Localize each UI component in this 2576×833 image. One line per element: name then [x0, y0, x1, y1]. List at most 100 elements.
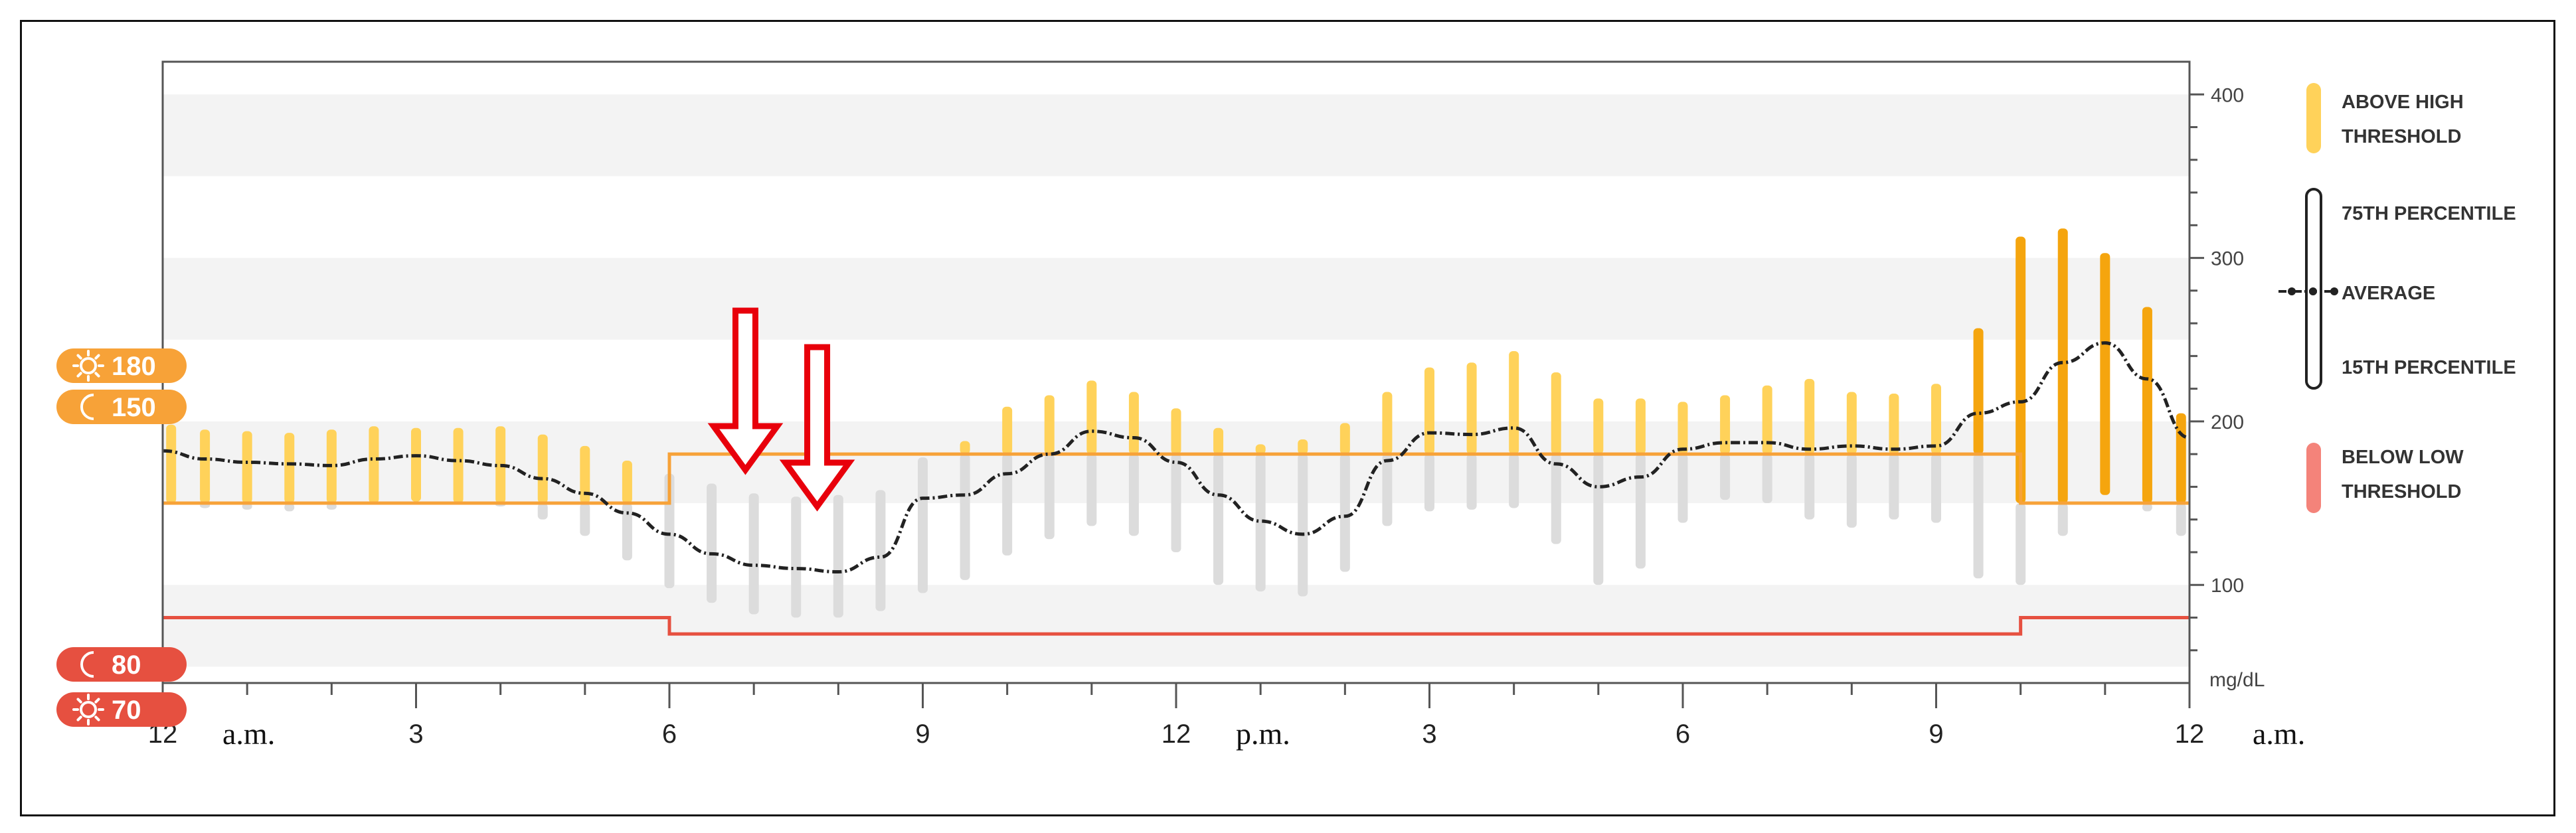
- bar-above-high: [1466, 362, 1477, 455]
- bar-above-high: [1171, 408, 1181, 455]
- bar-in-range: [1128, 454, 1139, 536]
- y-tick-label: 100: [2211, 575, 2244, 597]
- bar-in-range: [1551, 454, 1561, 544]
- bar-above-high: [2016, 236, 2026, 504]
- bar-in-range: [1635, 454, 1646, 569]
- bar-in-range: [1424, 454, 1434, 512]
- threshold-badge: 150: [56, 390, 187, 424]
- bar-in-range: [1382, 454, 1393, 526]
- bar-in-range: [2057, 503, 2068, 536]
- bar-above-high: [1889, 394, 1899, 455]
- bar-above-high: [2100, 253, 2110, 495]
- legend-average-dot: [2330, 287, 2338, 295]
- bar-in-range: [1973, 454, 1984, 579]
- bar-in-range: [284, 503, 295, 512]
- bar-in-range: [1044, 454, 1055, 540]
- bar-in-range: [748, 493, 759, 615]
- bar-above-high: [411, 427, 421, 502]
- arrow-down-icon: [707, 307, 784, 475]
- bar-in-range: [960, 454, 970, 580]
- sun-icon: [72, 350, 104, 382]
- arrow-down-icon: [779, 344, 855, 512]
- bar-above-high: [622, 461, 632, 504]
- bar-above-high: [1128, 392, 1139, 455]
- band: [163, 258, 2190, 340]
- bar-above-high: [1635, 398, 1646, 455]
- badge-value: 180: [112, 352, 156, 381]
- bar-in-range: [1171, 454, 1181, 552]
- bar-above-high: [960, 441, 970, 455]
- legend: ABOVE HIGH THRESHOLD 75TH PERCENTILE AVERAG…: [2278, 83, 2516, 513]
- moon-icon: [80, 394, 94, 420]
- bar-in-range: [1002, 454, 1013, 556]
- sun-icon: [72, 694, 104, 725]
- bar-in-range: [1086, 454, 1097, 526]
- bar-in-range: [1846, 454, 1857, 528]
- x-tick-label: 6: [1675, 719, 1690, 749]
- bar-in-range: [537, 503, 548, 520]
- bar-above-high: [200, 429, 211, 504]
- bar-above-high: [242, 431, 252, 504]
- legend-below-low-label: BELOW LOW THRESHOLD: [2342, 447, 2464, 502]
- x-tick-label: 12: [1161, 719, 1191, 749]
- bar-above-high: [1846, 392, 1857, 455]
- bar-in-range: [1593, 454, 1604, 585]
- bar-in-range: [875, 490, 886, 611]
- bar-above-high: [166, 424, 177, 504]
- x-tick-label: 6: [662, 719, 677, 749]
- bar-in-range: [833, 494, 843, 618]
- bar-in-range: [622, 503, 632, 561]
- bar-in-range: [707, 483, 717, 603]
- band: [163, 585, 2190, 667]
- threshold-badge: 70: [56, 692, 187, 727]
- legend-swatch-above-high: [2306, 83, 2321, 153]
- bar-in-range: [1339, 454, 1350, 572]
- x-tick-label: 9: [1929, 719, 1943, 749]
- badge-pill: [56, 647, 187, 682]
- badge-pill: [56, 348, 187, 383]
- threshold-lines: [163, 452, 2190, 636]
- y-tick-label: 400: [2211, 84, 2244, 106]
- high-threshold-line: [163, 452, 2190, 505]
- bar-above-high: [1339, 423, 1350, 455]
- y-tick-label: 300: [2211, 248, 2244, 270]
- bar-in-range: [2176, 503, 2186, 536]
- bar-in-range: [791, 496, 802, 618]
- bar-in-range: [918, 457, 928, 593]
- legend-average-dot: [2309, 287, 2317, 295]
- bar-above-high: [2057, 228, 2068, 504]
- bar-above-high: [1298, 439, 1308, 455]
- bar-in-range: [580, 503, 590, 536]
- x-tick-label: 3: [1422, 719, 1436, 749]
- bar-in-range: [1255, 454, 1266, 592]
- bar-above-high: [1255, 444, 1266, 455]
- bar-above-high: [1086, 380, 1097, 455]
- moon-icon: [80, 651, 94, 678]
- bar-in-range: [1804, 454, 1815, 520]
- bar-above-high: [1677, 402, 1688, 455]
- bar-above-high: [1382, 392, 1393, 455]
- background-bands: [163, 94, 2190, 667]
- legend-above-high-label: ABOVE HIGH THRESHOLD: [2342, 92, 2464, 147]
- legend-average-label: AVERAGE: [2342, 283, 2435, 304]
- bar-above-high: [1720, 395, 1731, 455]
- threshold-badges: 180 150 80 70: [56, 348, 187, 727]
- bar-in-range: [1509, 454, 1519, 508]
- bar-in-range: [1677, 454, 1688, 523]
- period-label: p.m.: [1236, 717, 1290, 751]
- badge-value: 150: [112, 393, 156, 422]
- threshold-badge: 80: [56, 647, 187, 682]
- bar-in-range: [1298, 454, 1308, 597]
- bar-above-high: [284, 433, 295, 504]
- badge-value: 70: [112, 696, 141, 725]
- y-tick-label: 200: [2211, 412, 2244, 433]
- legend-average-dot: [2288, 287, 2296, 295]
- bar-above-high: [1931, 384, 1941, 455]
- bar-in-range: [2016, 503, 2026, 585]
- bar-above-high: [1973, 328, 1984, 455]
- bar-in-range: [2142, 503, 2152, 512]
- bar-above-high: [369, 426, 379, 504]
- average-curve: [162, 341, 2190, 574]
- badge-value: 80: [112, 650, 141, 680]
